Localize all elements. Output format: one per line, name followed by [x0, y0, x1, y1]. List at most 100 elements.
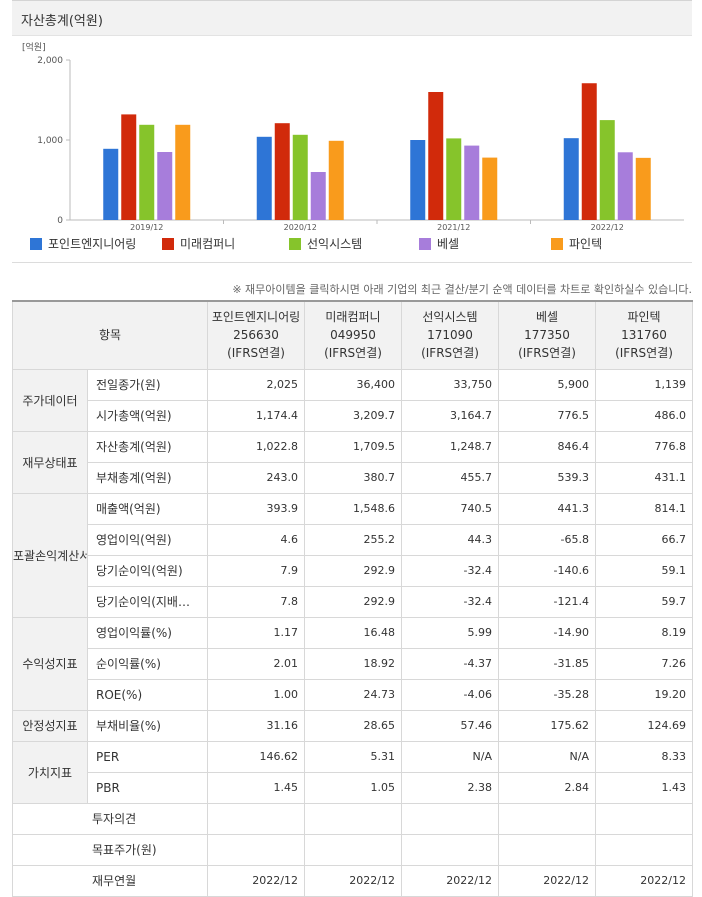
- category-label: 안정성지표: [12, 709, 88, 742]
- value-cell: -4.37: [401, 647, 499, 680]
- financial-item-link[interactable]: 매출액(억원): [87, 492, 208, 525]
- table-row: 순이익률(%) 2.01 18.92 -4.37 -31.85 7.26: [13, 647, 693, 680]
- value-cell: 2.38: [401, 771, 499, 804]
- value-cell: 28.65: [304, 709, 402, 742]
- value-cell: 5,900: [498, 368, 596, 401]
- financial-item-link[interactable]: 부채비율(%): [87, 709, 208, 742]
- extra-item-label: 투자의견: [12, 802, 208, 835]
- company-code: 256630: [233, 328, 279, 343]
- table-row: 목표주가(원): [12, 833, 693, 866]
- category-label: 포괄손익계산서: [12, 492, 88, 618]
- company-column-header[interactable]: 선익시스템 171090 (IFRS연결): [401, 300, 499, 370]
- value-cell: 2.84: [498, 771, 596, 804]
- legend-item[interactable]: 미래컴퍼니: [162, 235, 235, 252]
- financial-item-link[interactable]: 당기순이익(지배…: [87, 585, 208, 618]
- bar-4-2020-12: [310, 172, 326, 220]
- financial-item-link[interactable]: 자산총계(억원): [87, 430, 208, 463]
- table-row: 주가데이터 전일종가(원) 2,025 36,400 33,750 5,900 1,139: [12, 368, 693, 432]
- financial-item-link[interactable]: PBR: [87, 771, 208, 804]
- financial-item-link[interactable]: 부채총계(억원): [87, 461, 208, 494]
- value-cell: [207, 802, 305, 835]
- legend-item[interactable]: 베셀: [419, 235, 459, 252]
- bar-3-2020-12: [292, 134, 308, 220]
- table-row: 영업이익(억원) 4.6 255.2 44.3 -65.8 66.7: [13, 523, 693, 556]
- table-row: 투자의견: [12, 802, 693, 835]
- financial-item-link[interactable]: 전일종가(원): [87, 368, 208, 401]
- legend-item[interactable]: 선익시스템: [289, 235, 362, 252]
- company-name: 파인텍: [627, 310, 661, 325]
- value-cell: 1,709.5: [304, 430, 402, 463]
- financial-item-link[interactable]: ROE(%): [87, 678, 208, 711]
- company-column-header[interactable]: 베셀 177350 (IFRS연결): [498, 300, 596, 370]
- company-name: 베셀: [535, 310, 559, 325]
- x-tick-label: 2021/12: [437, 223, 470, 232]
- value-cell: 2022/12: [304, 864, 402, 897]
- legend-label: 파인텍: [569, 237, 603, 251]
- value-cell: 146.62: [207, 740, 305, 773]
- bar-2-2021-12: [428, 92, 444, 220]
- value-cell: 59.1: [595, 554, 693, 587]
- value-cell: 814.1: [595, 492, 693, 525]
- financial-item-link[interactable]: 영업이익률(%): [87, 616, 208, 649]
- value-cell: 2022/12: [207, 864, 305, 897]
- header-item-label: 항목: [12, 300, 208, 370]
- report-type: (IFRS연결): [615, 346, 673, 361]
- legend-item[interactable]: 파인텍: [551, 235, 602, 252]
- value-cell: 1,139: [595, 368, 693, 401]
- value-cell: 1.43: [595, 771, 693, 804]
- value-cell: -35.28: [498, 678, 596, 711]
- legend-item[interactable]: 포인트엔지니어링: [30, 235, 136, 252]
- value-cell: 33,750: [401, 368, 499, 401]
- value-cell: 8.33: [595, 740, 693, 773]
- financial-item-link[interactable]: PER: [87, 740, 208, 773]
- financial-item-link[interactable]: 순이익률(%): [87, 647, 208, 680]
- legend-swatch: [162, 237, 174, 250]
- financial-item-link[interactable]: 당기순이익(억원): [87, 554, 208, 587]
- financial-item-link[interactable]: 시가총액(억원): [87, 399, 208, 432]
- value-cell: -140.6: [498, 554, 596, 587]
- bar-4-2021-12: [464, 145, 480, 220]
- legend-swatch: [419, 237, 431, 250]
- bar-3-2019-12: [139, 124, 155, 220]
- x-tick-label: 2022/12: [591, 223, 624, 232]
- report-type: (IFRS연결): [421, 346, 479, 361]
- value-cell: 5.99: [401, 616, 499, 649]
- value-cell: 31.16: [207, 709, 305, 742]
- value-cell: 380.7: [304, 461, 402, 494]
- value-cell: 2.01: [207, 647, 305, 680]
- bar-2-2020-12: [274, 123, 290, 220]
- value-cell: 1.45: [207, 771, 305, 804]
- value-cell: 4.6: [207, 523, 305, 556]
- value-cell: 2022/12: [498, 864, 596, 897]
- company-column-header[interactable]: 미래컴퍼니 049950 (IFRS연결): [304, 300, 402, 370]
- value-cell: 441.3: [498, 492, 596, 525]
- company-column-header[interactable]: 파인텍 131760 (IFRS연결): [595, 300, 693, 370]
- y-tick-label: 1,000: [37, 136, 63, 146]
- value-cell: [401, 833, 499, 866]
- bar-5-2020-12: [328, 140, 344, 220]
- value-cell: 2022/12: [595, 864, 693, 897]
- bar-5-2022-12: [635, 157, 651, 220]
- value-cell: 1.00: [207, 678, 305, 711]
- chart-legend: 포인트엔지니어링 미래컴퍼니 선익시스템 베셀 파인텍: [30, 232, 690, 254]
- value-cell: -65.8: [498, 523, 596, 556]
- value-cell: 16.48: [304, 616, 402, 649]
- value-cell: [401, 802, 499, 835]
- company-code: 171090: [427, 328, 473, 343]
- table-row: 재무상태표 자산총계(억원) 1,022.8 1,709.5 1,248.7 846.4 7…: [12, 430, 693, 494]
- financial-item-link[interactable]: 영업이익(억원): [87, 523, 208, 556]
- value-cell: -14.90: [498, 616, 596, 649]
- value-cell: 455.7: [401, 461, 499, 494]
- company-column-header[interactable]: 포인트엔지니어링 256630 (IFRS연결): [207, 300, 305, 370]
- value-cell: 8.19: [595, 616, 693, 649]
- bar-2-2022-12: [581, 83, 597, 221]
- y-tick-label: 0: [57, 216, 63, 226]
- value-cell: 776.5: [498, 399, 596, 432]
- value-cell: 255.2: [304, 523, 402, 556]
- company-name: 선익시스템: [422, 310, 478, 325]
- y-unit-label: [억원]: [22, 41, 46, 53]
- chart-divider: [12, 262, 692, 263]
- category-label: 가치지표: [12, 740, 88, 804]
- value-cell: 776.8: [595, 430, 693, 463]
